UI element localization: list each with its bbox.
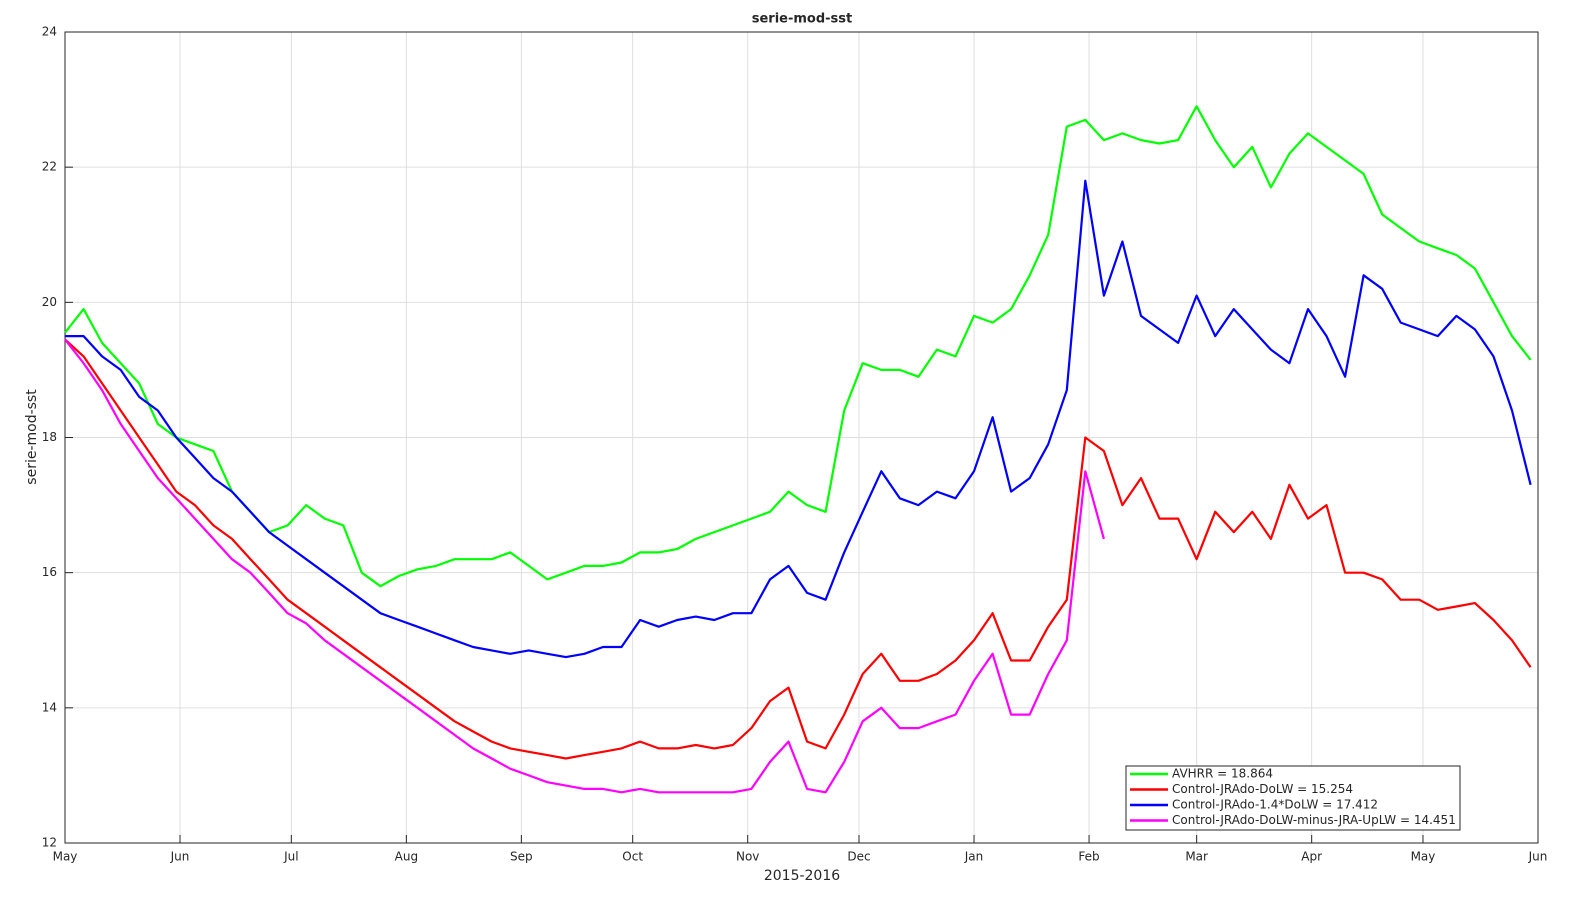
y-tick-label: 18 — [42, 430, 57, 444]
x-tick-label: Feb — [1078, 850, 1099, 864]
chart-title: serie-mod-sst — [752, 12, 853, 27]
legend-label: Control-JRAdo-DoLW = 15.254 — [1172, 782, 1353, 796]
x-tick-label: Jul — [283, 850, 298, 864]
x-tick-label: May — [1411, 850, 1436, 864]
series-line — [64, 105, 1532, 588]
y-axis-label: serie-mod-sst — [24, 389, 40, 485]
plot-frame — [64, 31, 1539, 844]
legend-label: Control-JRAdo-1.4*DoLW = 17.412 — [1172, 798, 1378, 812]
x-tick-label: Dec — [847, 850, 870, 864]
legend-label: AVHRR = 18.864 — [1172, 767, 1273, 781]
x-tick-label: Mar — [1185, 850, 1208, 864]
x-tick-label: Jan — [964, 850, 984, 864]
x-tick-label: Sep — [510, 850, 533, 864]
y-tick-label: 24 — [42, 25, 57, 39]
x-tick-label: Jun — [1528, 850, 1548, 864]
series-line — [64, 338, 1532, 760]
x-tick-label: Jun — [170, 850, 190, 864]
series-line — [64, 338, 1105, 794]
legend-box — [1125, 765, 1461, 831]
y-tick-label: 20 — [42, 295, 57, 309]
y-tick-label: 12 — [42, 836, 57, 850]
y-tick-label: 22 — [42, 160, 57, 174]
x-axis-label: 2015-2016 — [764, 868, 840, 884]
y-tick-label: 14 — [42, 700, 57, 714]
x-tick-label: Nov — [736, 850, 759, 864]
y-tick-label: 16 — [42, 565, 57, 579]
x-tick-label: Aug — [395, 850, 418, 864]
legend-label: Control-JRAdo-DoLW-minus-JRA-UpLW = 14.4… — [1172, 813, 1456, 827]
series-line — [65, 179, 1532, 659]
x-tick-label: May — [53, 850, 78, 864]
x-tick-label: Apr — [1301, 850, 1322, 864]
x-tick-label: Oct — [622, 850, 643, 864]
